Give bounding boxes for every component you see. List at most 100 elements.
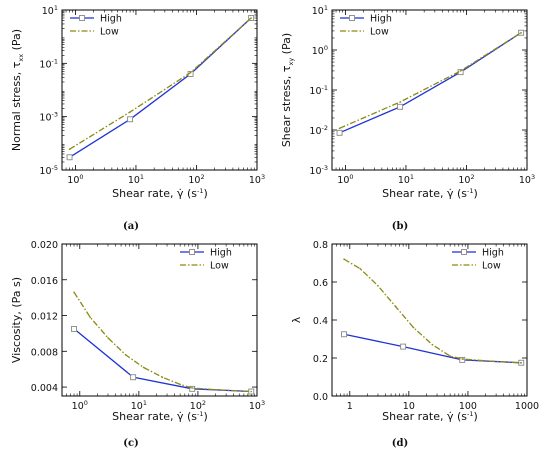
series-line-high: [339, 32, 522, 134]
y-tick-label: 10-3: [39, 111, 58, 124]
data-point-high: [127, 116, 134, 123]
data-point-low: [399, 101, 401, 103]
x-tick-label: 1000: [515, 401, 539, 412]
y-tick-label: 10-3: [309, 164, 328, 177]
y-tick-label: 0.0: [313, 392, 328, 403]
y-tick-label: 100: [312, 44, 328, 57]
panel-a: 100 101 102 103 10-5 10-3 10-1 101 High Low Normal…: [10, 4, 265, 232]
data-point-low: [377, 285, 379, 287]
data-point-low: [161, 376, 164, 379]
panel-b: 100 101 102 103 10-3 10-2 10-1 100 101 High Low She…: [280, 4, 535, 232]
y-tick-label: 0.4: [313, 316, 328, 327]
y-axis-label: Viscosity, (Pa s): [10, 277, 23, 363]
data-point-high: [341, 331, 348, 338]
data-point-low: [338, 127, 341, 130]
data-point-low: [129, 111, 131, 113]
data-point-low: [124, 354, 127, 356]
data-point-high: [400, 343, 407, 350]
y-tick-label: 0.020: [31, 240, 58, 251]
data-point-low: [520, 31, 522, 34]
data-point-low: [250, 390, 253, 393]
x-tick-label: 101: [131, 399, 147, 412]
legend-label-high: High: [370, 14, 392, 25]
y-tick-label: 10-1: [39, 57, 58, 70]
data-point-low: [191, 387, 194, 389]
legend-label-low: Low: [482, 261, 501, 272]
x-tick-label: 101: [398, 173, 414, 186]
series-line-low: [69, 17, 252, 150]
panel-label: (a): [123, 221, 139, 232]
data-point-low: [461, 358, 464, 360]
x-tick-label: 101: [128, 173, 144, 186]
x-tick-label: 102: [458, 173, 474, 186]
series-line-low: [73, 291, 252, 393]
legend-marker-high: [79, 15, 85, 21]
legend-label-low: Low: [100, 27, 119, 38]
series-line-low: [343, 258, 522, 364]
data-point-high: [130, 374, 137, 381]
x-tick-label: 100: [337, 173, 353, 186]
data-point-low: [412, 326, 415, 329]
data-point-low: [73, 291, 75, 294]
panel-label: (b): [392, 221, 408, 232]
x-tick-label: 102: [190, 399, 206, 412]
data-point-low: [459, 70, 462, 72]
legend-label-high: High: [482, 248, 504, 259]
data-point-low: [89, 316, 91, 319]
y-tick-label: 0.2: [313, 354, 328, 365]
series-line-high: [343, 333, 522, 364]
y-tick-label: 10-5: [39, 164, 58, 177]
x-tick-label: 10: [403, 401, 415, 412]
data-point-low: [107, 337, 109, 339]
data-point-low: [179, 383, 181, 386]
data-point-low: [68, 148, 71, 151]
x-tick-label: 103: [519, 173, 535, 186]
x-tick-label: 100: [67, 173, 83, 186]
data-point-high: [71, 325, 78, 332]
x-axis-label: Shear rate, γ̇ (s-1): [112, 410, 208, 423]
legend-label-low: Low: [210, 261, 229, 272]
panel-label: (c): [123, 438, 139, 449]
panel-c: 100 101 102 103 0.004 0.008 0.012 0.016 0.020 Hig…: [10, 240, 265, 449]
x-tick-label: 100: [459, 401, 477, 412]
y-axis-label: Shear stress, τxy (Pa): [280, 33, 295, 147]
series-line-high: [73, 328, 252, 393]
x-tick-label: 103: [249, 173, 265, 186]
y-tick-label: 0.012: [31, 312, 58, 323]
x-tick-label: 103: [249, 399, 265, 412]
legend-marker-high: [189, 249, 195, 255]
legend-label-low: Low: [370, 27, 389, 38]
data-point-high: [66, 154, 73, 161]
x-tick-label: 100: [72, 399, 88, 412]
y-tick-label: 0.004: [31, 383, 58, 394]
y-axis-label: Normal stress, τxx (Pa): [10, 29, 25, 151]
legend-marker-high: [349, 15, 355, 21]
y-tick-label: 101: [42, 4, 58, 17]
data-point-low: [359, 267, 361, 270]
y-tick-label: 10-2: [309, 124, 328, 137]
y-tick-label: 101: [312, 4, 328, 17]
x-axis-label: Shear rate, γ̇ (s-1): [112, 187, 208, 200]
data-point-low: [484, 360, 487, 362]
y-tick-label: 0.6: [313, 278, 328, 289]
plot-frame: [61, 9, 258, 171]
legend-label-high: High: [100, 14, 122, 25]
y-tick-label: 0.008: [31, 347, 58, 358]
legend-label-high: High: [210, 248, 232, 259]
legend-marker-high: [461, 249, 467, 255]
data-point-low: [250, 17, 252, 19]
panel-label: (d): [392, 438, 408, 449]
x-tick-label: 102: [188, 173, 204, 186]
y-tick-label: 0.016: [31, 276, 58, 287]
data-point-high: [459, 356, 466, 363]
series-line-low: [339, 32, 522, 129]
data-point-high: [336, 129, 343, 136]
data-point-low: [189, 71, 192, 74]
data-point-low: [142, 366, 145, 369]
data-point-low: [520, 361, 523, 364]
data-point-low: [431, 343, 434, 346]
data-point-low: [394, 305, 397, 308]
y-tick-label: 10-1: [309, 84, 328, 97]
plot-frame: [61, 243, 258, 397]
